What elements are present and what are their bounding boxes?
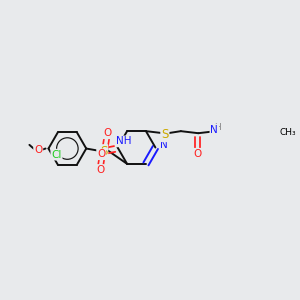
Text: O: O [194,149,202,159]
Text: O: O [97,149,105,159]
Text: O: O [103,128,112,138]
Text: O: O [34,145,42,155]
Text: S: S [100,145,107,158]
Text: H: H [214,123,221,132]
Text: S: S [161,128,169,141]
Text: CH₃: CH₃ [279,128,296,137]
Text: N: N [210,125,218,135]
Text: NH: NH [116,136,131,146]
Text: O: O [96,165,104,175]
Text: Cl: Cl [51,150,62,160]
Text: N: N [160,140,168,150]
